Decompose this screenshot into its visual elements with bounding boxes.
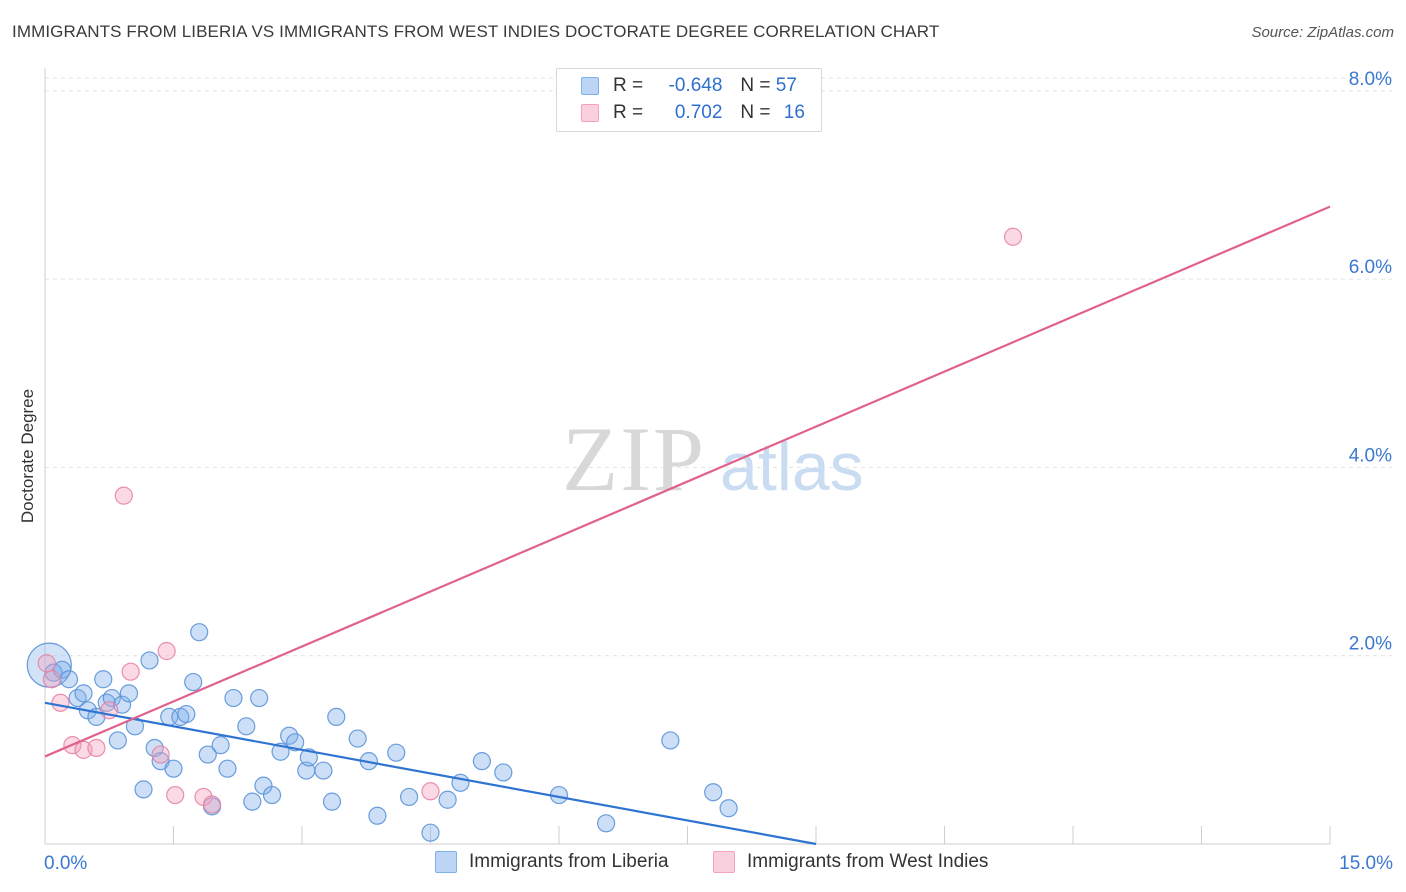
point-liberia (719, 799, 738, 818)
point-west-indies (166, 785, 185, 805)
point-liberia (140, 651, 159, 670)
point-west-indies (421, 782, 440, 801)
point-liberia (327, 707, 346, 727)
x-tick-label: 0.0% (44, 853, 87, 874)
legend-swatch-liberia (581, 77, 599, 95)
point-liberia (243, 792, 262, 811)
point-west-indies (42, 670, 61, 689)
trend-line-liberia (44, 701, 817, 846)
point-west-indies (37, 654, 56, 673)
point-liberia (387, 743, 406, 762)
point-liberia (250, 688, 269, 708)
point-liberia (262, 785, 282, 805)
r-label: R = (613, 102, 644, 123)
point-liberia (237, 717, 256, 736)
point-liberia (190, 623, 209, 642)
chart-title: IMMIGRANTS FROM LIBERIA VS IMMIGRANTS FR… (12, 22, 940, 41)
point-liberia (134, 780, 153, 799)
point-west-indies (202, 795, 222, 814)
point-liberia (368, 806, 387, 825)
point-liberia (224, 688, 243, 708)
x-tick-label: 15.0% (1339, 853, 1393, 874)
source-label: Source: ZipAtlas.com (1251, 24, 1394, 41)
watermark-atlas: atlas (720, 429, 864, 505)
point-liberia (184, 672, 203, 692)
point-liberia (314, 761, 333, 780)
watermark-zip: ZIP (562, 408, 706, 510)
y-axis-label: Doctorate Degree (18, 389, 37, 523)
point-liberia (322, 792, 342, 811)
point-west-indies (87, 738, 106, 758)
point-liberia (704, 783, 723, 802)
legend-swatch-west-indies (581, 104, 599, 122)
point-liberia (108, 731, 127, 750)
point-liberia (348, 729, 367, 748)
axes (44, 68, 1331, 845)
y-tick-label: 4.0% (1349, 445, 1392, 466)
point-liberia (68, 688, 87, 708)
point-liberia (74, 684, 93, 703)
point-liberia (661, 731, 680, 750)
point-west-indies (121, 662, 140, 681)
legend-row-west-indies: R = 0.702 N = 16 (581, 100, 805, 126)
point-liberia (421, 823, 440, 842)
point-liberia (211, 736, 230, 755)
trend-line-west-indies (44, 205, 1331, 758)
series-name-liberia: Immigrants from Liberia (469, 851, 669, 872)
r-value-west-indies: 0.702 (674, 102, 723, 123)
point-liberia (198, 745, 217, 764)
r-label: R = (613, 75, 644, 96)
gridlines (45, 77, 1392, 657)
y-tick-label: 2.0% (1349, 634, 1392, 655)
series-legend-liberia: Immigrants from Liberia (435, 851, 669, 873)
point-west-indies (114, 486, 133, 505)
point-liberia (94, 670, 113, 689)
point-west-indies (1003, 227, 1023, 246)
y-tick-label: 6.0% (1349, 257, 1392, 278)
n-value-west-indies: 16 (783, 102, 805, 123)
point-liberia (597, 814, 616, 833)
n-label: N = (740, 75, 771, 96)
point-liberia (299, 748, 318, 767)
legend-row-liberia: R = -0.648 N = 57 (581, 73, 797, 99)
series-swatch-liberia (435, 851, 457, 873)
watermark: ZIP atlas (562, 408, 864, 510)
n-label: N = (740, 102, 771, 123)
series-legend: Immigrants from Liberia Immigrants from … (0, 851, 1406, 877)
point-liberia (177, 704, 196, 724)
point-liberia (494, 763, 513, 782)
point-west-indies (157, 641, 176, 661)
point-west-indies (151, 745, 170, 764)
data-points (26, 227, 1023, 842)
point-west-indies (51, 693, 70, 712)
trend-lines (44, 205, 1331, 846)
point-liberia (218, 759, 237, 778)
series-legend-west-indies: Immigrants from West Indies (713, 851, 988, 873)
point-liberia (164, 759, 183, 778)
point-liberia (399, 787, 419, 807)
series-name-west-indies: Immigrants from West Indies (747, 851, 989, 872)
n-value-liberia: 57 (775, 75, 797, 96)
point-liberia (59, 670, 79, 689)
point-liberia (438, 790, 457, 809)
point-liberia (472, 752, 491, 771)
series-swatch-west-indies (713, 851, 735, 873)
y-tick-label: 8.0% (1349, 69, 1392, 90)
correlation-legend: R = -0.648 N = 57 R = 0.702 N = 16 (556, 68, 822, 132)
r-value-liberia: -0.648 (668, 75, 723, 96)
tick-labels: 2.0% 4.0% 6.0% 8.0% 0.0% 15.0% (44, 69, 1393, 874)
point-liberia (119, 684, 139, 703)
point-liberia (286, 733, 305, 752)
